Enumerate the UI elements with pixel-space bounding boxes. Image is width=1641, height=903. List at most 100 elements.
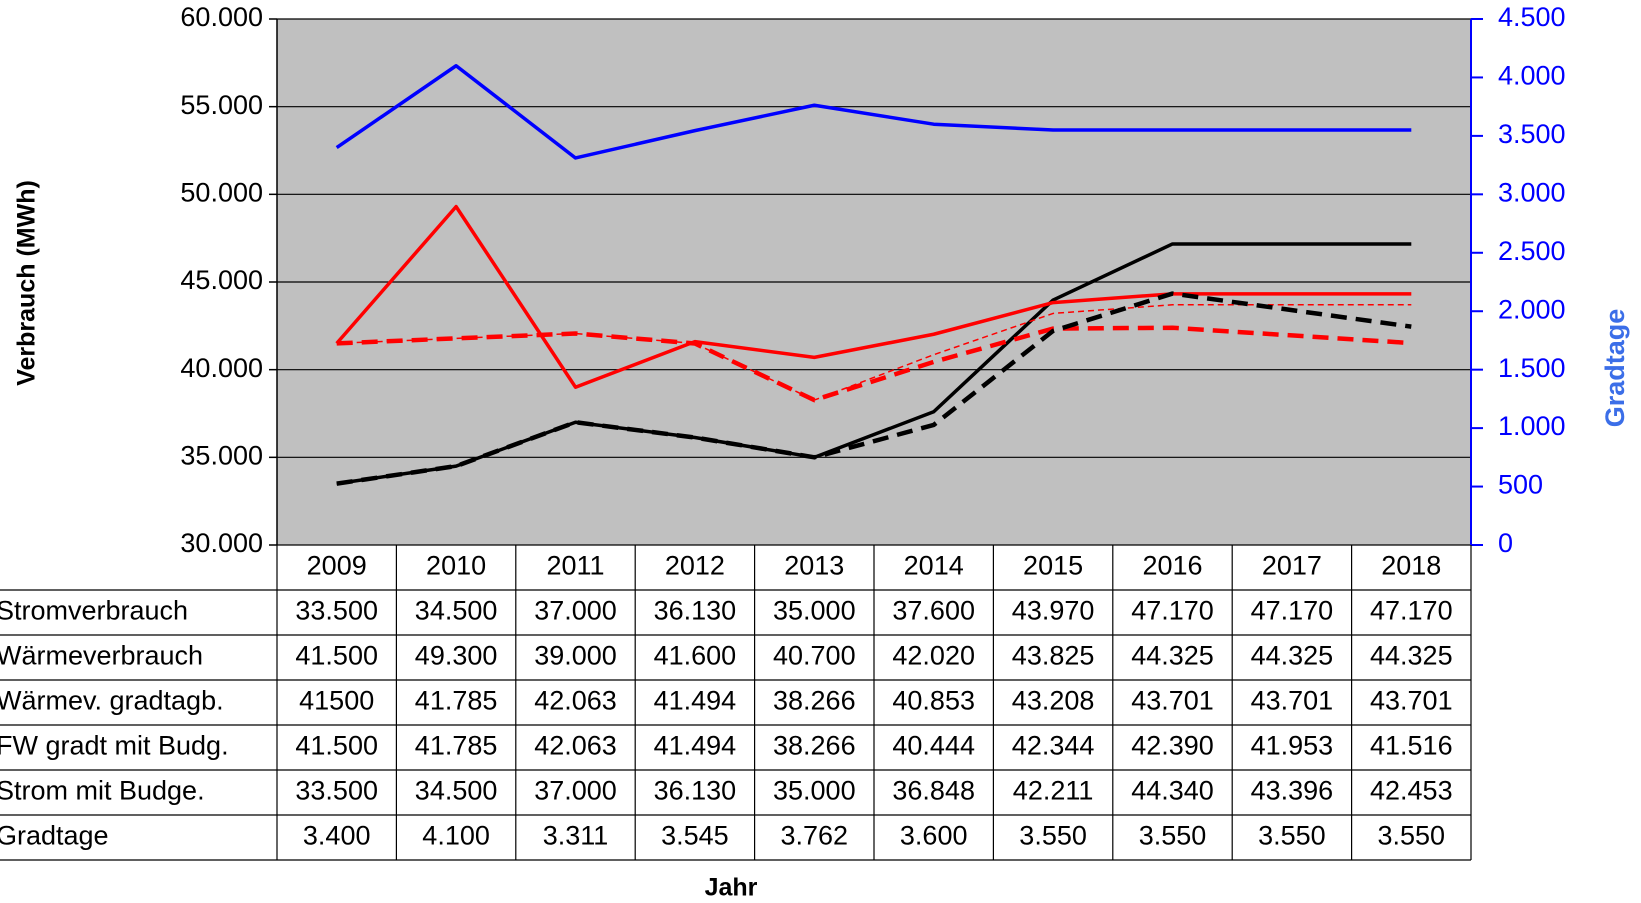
table-cell: 40.444 bbox=[892, 731, 975, 761]
table-cell: 42.063 bbox=[534, 731, 617, 761]
table-cell: 44.325 bbox=[1131, 641, 1214, 671]
y-tick-label: 35.000 bbox=[180, 440, 263, 470]
table-cell: 43.701 bbox=[1251, 686, 1334, 716]
table-cell: 43.208 bbox=[1012, 686, 1095, 716]
table-cell: 41.953 bbox=[1251, 731, 1334, 761]
x-tick-label: 2009 bbox=[307, 551, 367, 581]
table-cell: 36.130 bbox=[654, 596, 737, 626]
table-cell: 42.063 bbox=[534, 686, 617, 716]
series-line bbox=[336, 304, 1412, 401]
table-cell: 43.970 bbox=[1012, 596, 1095, 626]
x-tick-label: 2014 bbox=[904, 551, 964, 581]
table-cell: 49.300 bbox=[415, 641, 498, 671]
table-cell: 33.500 bbox=[295, 776, 378, 806]
y2-axis-title: Gradtage bbox=[1600, 309, 1630, 428]
series-line bbox=[335, 64, 1412, 160]
table-cell: 42.020 bbox=[892, 641, 975, 671]
y2-tick-label: 0 bbox=[1498, 528, 1513, 558]
table-cell: 40.700 bbox=[773, 641, 856, 671]
y2-tick-label: 2.500 bbox=[1498, 236, 1566, 266]
table-cell: 44.325 bbox=[1251, 641, 1334, 671]
series-line bbox=[335, 204, 1412, 389]
table-cell: 36.848 bbox=[892, 776, 975, 806]
table-cell: 43.396 bbox=[1251, 776, 1334, 806]
table-cell: 3.762 bbox=[781, 821, 849, 851]
table-cell: 41500 bbox=[299, 686, 374, 716]
y-tick-label: 45.000 bbox=[180, 265, 263, 295]
y2-tick-label: 3.500 bbox=[1498, 119, 1566, 149]
table-cell: 3.550 bbox=[1258, 821, 1326, 851]
y2-tick-label: 4.500 bbox=[1498, 2, 1566, 32]
table-cell: 44.340 bbox=[1131, 776, 1214, 806]
table-cell: 38.266 bbox=[773, 686, 856, 716]
x-tick-label: 2015 bbox=[1023, 551, 1083, 581]
y2-tick-label: 1.500 bbox=[1498, 353, 1566, 383]
legend-label: Wärmev. gradtagb. bbox=[0, 686, 224, 716]
table-cell: 42.211 bbox=[1013, 776, 1094, 806]
x-tick-label: 2013 bbox=[784, 551, 844, 581]
table-cell: 3.550 bbox=[1139, 821, 1207, 851]
table-cell: 47.170 bbox=[1251, 596, 1334, 626]
legend-label: Stromverbrauch bbox=[0, 596, 188, 626]
table-cell: 42.344 bbox=[1012, 731, 1095, 761]
table-cell: 3.550 bbox=[1019, 821, 1087, 851]
table-cell: 35.000 bbox=[773, 776, 856, 806]
x-tick-label: 2016 bbox=[1142, 551, 1202, 581]
series-line bbox=[336, 291, 1412, 486]
table-cell: 43.701 bbox=[1370, 686, 1453, 716]
table-cell: 34.500 bbox=[415, 776, 498, 806]
table-cell: 41.500 bbox=[295, 641, 378, 671]
table-cell: 3.550 bbox=[1378, 821, 1446, 851]
table-cell: 37.000 bbox=[534, 596, 617, 626]
y2-tick-label: 1.000 bbox=[1498, 411, 1566, 441]
y2-tick-label: 500 bbox=[1498, 470, 1543, 500]
table-cell: 36.130 bbox=[654, 776, 737, 806]
table-cell: 41.494 bbox=[654, 686, 737, 716]
table-cell: 47.170 bbox=[1131, 596, 1214, 626]
y-axis-title: Verbrauch (MWh) bbox=[13, 180, 41, 386]
table-cell: 41.494 bbox=[654, 731, 737, 761]
legend-label: Strom mit Budge. bbox=[0, 776, 205, 806]
x-axis-title: Jahr bbox=[705, 874, 758, 902]
table-cell: 34.500 bbox=[415, 596, 498, 626]
y-tick-label: 50.000 bbox=[180, 177, 263, 207]
table-cell: 47.170 bbox=[1370, 596, 1453, 626]
table-cell: 38.266 bbox=[773, 731, 856, 761]
table-cell: 39.000 bbox=[534, 641, 617, 671]
table-cell: 41.785 bbox=[415, 686, 498, 716]
table-cell: 43.825 bbox=[1012, 641, 1095, 671]
y-tick-label: 60.000 bbox=[180, 2, 263, 32]
legend-label: Wärmeverbrauch bbox=[0, 641, 203, 671]
table-cell: 42.390 bbox=[1131, 731, 1214, 761]
legend-label: Gradtage bbox=[0, 821, 109, 851]
y-tick-label: 30.000 bbox=[180, 528, 263, 558]
series-line bbox=[336, 325, 1412, 403]
table-cell: 4.100 bbox=[422, 821, 490, 851]
table-cell: 41.516 bbox=[1370, 731, 1453, 761]
table-cell: 42.453 bbox=[1370, 776, 1453, 806]
table-cell: 37.000 bbox=[534, 776, 617, 806]
table-cell: 3.311 bbox=[543, 821, 609, 851]
table-cell: 41.785 bbox=[415, 731, 498, 761]
table-cell: 3.400 bbox=[303, 821, 371, 851]
table-cell: 33.500 bbox=[295, 596, 378, 626]
table-cell: 40.853 bbox=[892, 686, 975, 716]
x-tick-label: 2017 bbox=[1262, 551, 1322, 581]
table-cell: 41.500 bbox=[295, 731, 378, 761]
table-cell: 44.325 bbox=[1370, 641, 1453, 671]
table-cell: 43.701 bbox=[1131, 686, 1214, 716]
x-tick-label: 2012 bbox=[665, 551, 725, 581]
table-cell: 3.545 bbox=[661, 821, 729, 851]
y-tick-label: 40.000 bbox=[180, 353, 263, 383]
table-cell: 41.600 bbox=[654, 641, 737, 671]
y-tick-label: 55.000 bbox=[180, 90, 263, 120]
table-cell: 3.600 bbox=[900, 821, 968, 851]
table-cell: 37.600 bbox=[892, 596, 975, 626]
y2-tick-label: 3.000 bbox=[1498, 177, 1566, 207]
x-tick-label: 2018 bbox=[1381, 551, 1441, 581]
legend-label: FW gradt mit Budg. bbox=[0, 731, 229, 761]
x-tick-label: 2011 bbox=[546, 551, 604, 581]
y2-tick-label: 4.000 bbox=[1498, 61, 1566, 91]
